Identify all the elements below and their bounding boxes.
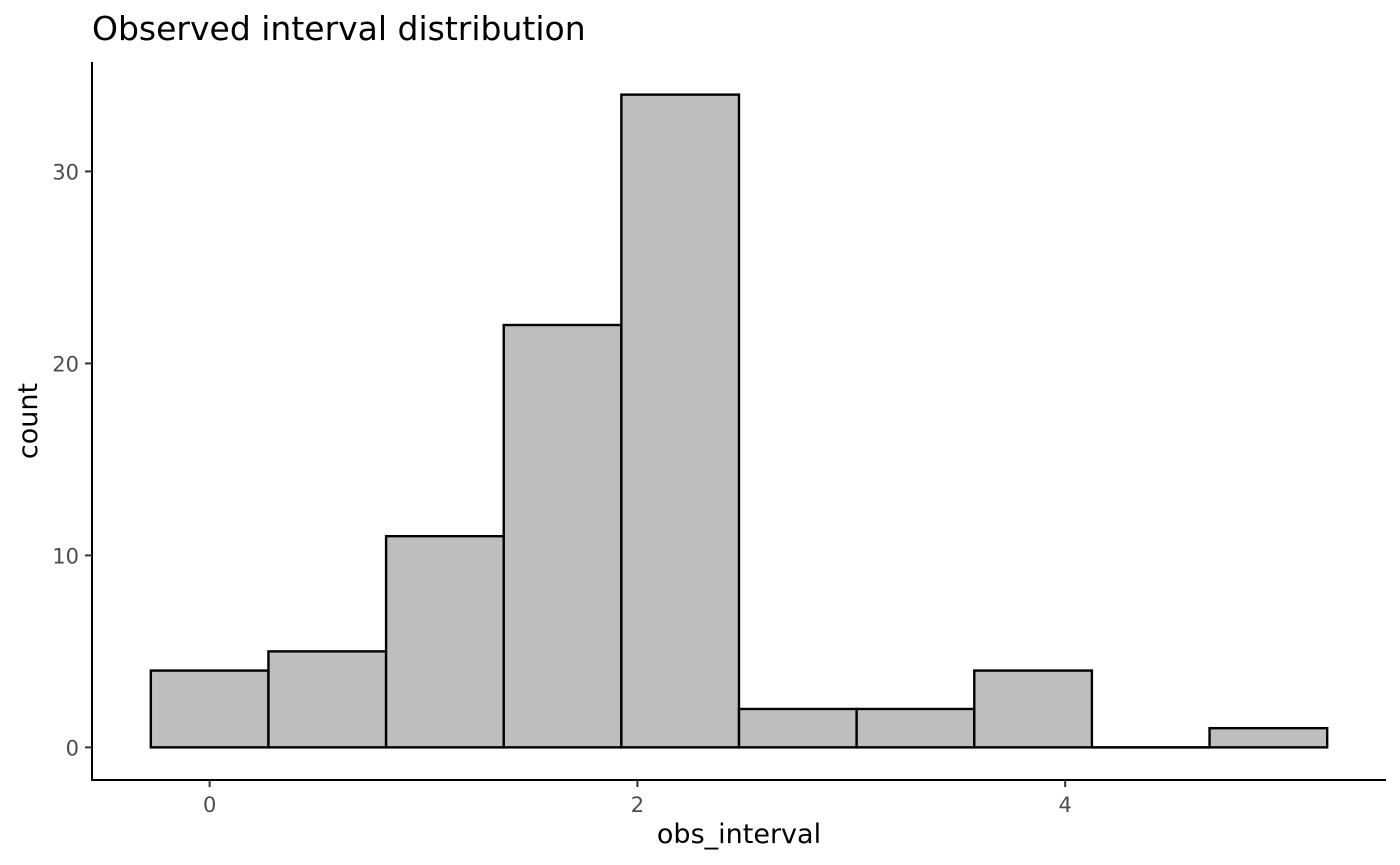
y-tick-label: 0 bbox=[66, 736, 79, 760]
x-ticks-group: 0 2 4 bbox=[203, 780, 1072, 817]
histogram-bar bbox=[620, 93, 741, 749]
histogram-bar bbox=[502, 323, 623, 749]
x-tick-label: 4 bbox=[1058, 793, 1071, 817]
histogram-bar bbox=[1208, 726, 1329, 749]
x-tick-label: 2 bbox=[631, 793, 644, 817]
histogram-bar bbox=[149, 669, 270, 749]
chart-title: Observed interval distribution bbox=[92, 9, 586, 48]
x-tick-label: 0 bbox=[203, 793, 216, 817]
y-tick-label: 20 bbox=[52, 352, 79, 376]
bars-group bbox=[149, 93, 1329, 749]
histogram-bar bbox=[737, 707, 858, 749]
y-axis-label: count bbox=[13, 383, 44, 459]
y-tick-label: 30 bbox=[52, 160, 79, 184]
histogram-bar bbox=[267, 650, 388, 749]
x-axis-label: obs_interval bbox=[657, 819, 821, 850]
histogram-bar bbox=[855, 707, 976, 749]
y-tick-label: 10 bbox=[52, 544, 79, 568]
histogram-bar bbox=[384, 534, 505, 749]
histogram-bar bbox=[973, 669, 1094, 749]
y-ticks-group: 0 10 20 30 bbox=[52, 160, 92, 760]
